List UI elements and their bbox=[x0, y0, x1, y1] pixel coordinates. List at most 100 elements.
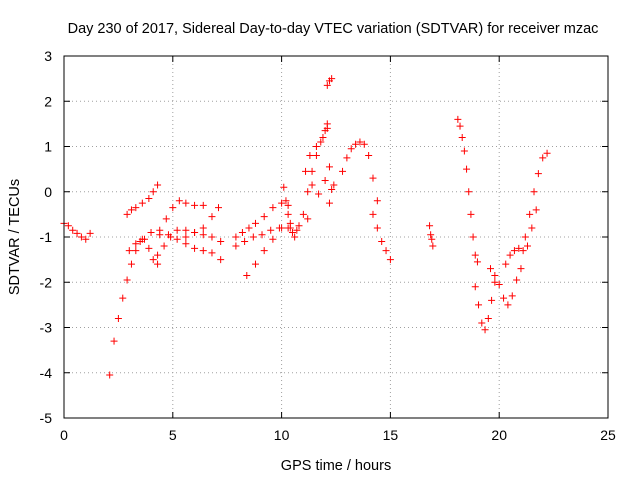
data-point bbox=[304, 188, 312, 196]
data-point bbox=[82, 235, 90, 243]
data-point bbox=[110, 337, 118, 345]
data-point bbox=[288, 228, 296, 236]
data-point bbox=[528, 224, 536, 232]
data-point bbox=[154, 260, 162, 268]
data-point bbox=[299, 210, 307, 218]
data-point bbox=[173, 235, 181, 243]
data-point bbox=[429, 242, 437, 250]
data-point bbox=[64, 222, 72, 230]
x-tick-label: 10 bbox=[274, 427, 290, 443]
data-point bbox=[199, 201, 207, 209]
data-point bbox=[319, 133, 327, 141]
series-seg-p bbox=[325, 181, 338, 207]
series-seg-d bbox=[125, 226, 225, 264]
data-point bbox=[69, 226, 77, 234]
data-point bbox=[458, 133, 466, 141]
data-point bbox=[119, 294, 127, 302]
data-point bbox=[373, 197, 381, 205]
data-point bbox=[386, 256, 394, 264]
data-point bbox=[515, 244, 523, 252]
x-tick-label: 20 bbox=[491, 427, 507, 443]
data-point bbox=[502, 260, 510, 268]
data-point bbox=[160, 242, 168, 250]
data-point bbox=[460, 147, 468, 155]
data-point bbox=[125, 247, 133, 255]
data-point bbox=[484, 314, 492, 322]
data-point bbox=[456, 122, 464, 130]
data-point bbox=[521, 233, 529, 241]
data-point bbox=[328, 75, 336, 83]
data-point bbox=[156, 231, 164, 239]
data-point bbox=[114, 314, 122, 322]
series-seg-f bbox=[156, 197, 207, 239]
data-point bbox=[191, 244, 199, 252]
data-point bbox=[275, 224, 283, 232]
data-point bbox=[251, 260, 259, 268]
axis-ticks bbox=[63, 55, 609, 419]
data-point bbox=[241, 238, 249, 246]
data-point bbox=[308, 167, 316, 175]
data-point bbox=[488, 296, 496, 304]
data-point bbox=[325, 163, 333, 171]
series-seg-u bbox=[471, 278, 499, 334]
data-point bbox=[199, 224, 207, 232]
data-point bbox=[356, 138, 364, 146]
data-point bbox=[199, 231, 207, 239]
data-point bbox=[232, 242, 240, 250]
data-point bbox=[317, 138, 325, 146]
data-point bbox=[304, 215, 312, 223]
data-point bbox=[330, 181, 338, 189]
series-seg-c bbox=[123, 181, 162, 218]
data-point bbox=[73, 229, 81, 237]
series-seg-b bbox=[106, 235, 162, 379]
data-point bbox=[123, 276, 131, 284]
data-point bbox=[238, 228, 246, 236]
data-point bbox=[167, 233, 175, 241]
data-point bbox=[243, 271, 251, 279]
data-point bbox=[339, 167, 347, 175]
data-point bbox=[251, 219, 259, 227]
data-point bbox=[269, 204, 277, 212]
data-point bbox=[106, 371, 114, 379]
series-seg-w bbox=[502, 206, 540, 268]
data-point bbox=[295, 222, 303, 230]
data-point bbox=[478, 319, 486, 327]
data-point bbox=[543, 149, 551, 157]
data-points bbox=[60, 75, 551, 379]
data-point bbox=[426, 222, 434, 230]
data-point bbox=[282, 197, 290, 205]
data-point bbox=[199, 247, 207, 255]
series-seg-g bbox=[182, 204, 222, 241]
data-point bbox=[523, 242, 531, 250]
data-point bbox=[360, 140, 368, 148]
data-point bbox=[217, 238, 225, 246]
data-point bbox=[465, 188, 473, 196]
data-point bbox=[132, 204, 140, 212]
data-point bbox=[173, 226, 181, 234]
y-tick-label: 3 bbox=[44, 48, 52, 64]
data-point bbox=[328, 185, 336, 193]
data-point bbox=[77, 233, 85, 241]
data-point bbox=[532, 206, 540, 214]
data-point bbox=[382, 247, 390, 255]
data-point bbox=[312, 152, 320, 160]
data-point bbox=[378, 238, 386, 246]
x-axis-label: GPS time / hours bbox=[281, 458, 391, 474]
data-point bbox=[147, 228, 155, 236]
y-tick-label: -3 bbox=[40, 320, 53, 336]
data-point bbox=[321, 176, 329, 184]
data-point bbox=[491, 271, 499, 279]
series-seg-a bbox=[60, 219, 94, 243]
data-point bbox=[138, 199, 146, 207]
data-point bbox=[245, 224, 253, 232]
y-axis-label: SDTVAR / TECUs bbox=[7, 179, 23, 295]
data-point bbox=[510, 247, 518, 255]
series-seg-e bbox=[154, 226, 225, 259]
series-seg-o bbox=[323, 75, 336, 89]
data-point bbox=[504, 301, 512, 309]
y-tick-label: -1 bbox=[40, 229, 53, 245]
data-point bbox=[278, 199, 286, 207]
data-point bbox=[519, 247, 527, 255]
data-point bbox=[182, 233, 190, 241]
data-point bbox=[306, 152, 314, 160]
